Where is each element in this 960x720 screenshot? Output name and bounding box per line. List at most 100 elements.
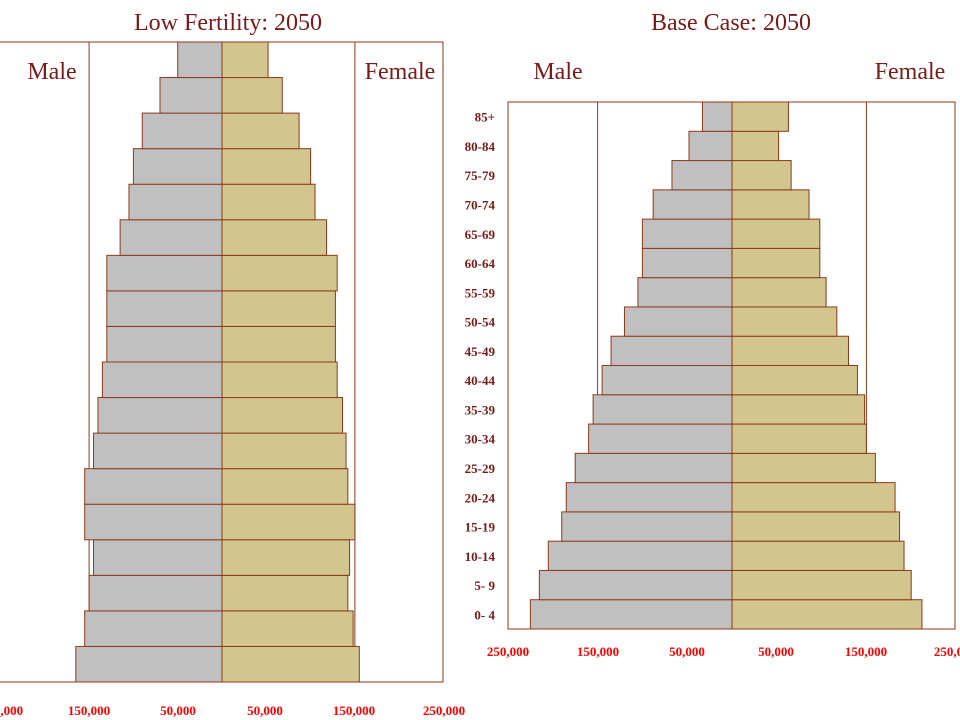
male-bar — [538, 569, 733, 601]
female-bar — [221, 397, 343, 434]
female-bar — [221, 148, 312, 185]
male-bar — [84, 610, 223, 647]
chart-title: Low Fertility: 2050 — [134, 10, 322, 36]
female-bar — [731, 101, 789, 132]
female-bar — [221, 468, 349, 505]
female-bar — [731, 482, 896, 513]
female-bar — [731, 569, 912, 601]
x-tick-label: 150,000 — [577, 644, 619, 659]
x-tick-label: 50,000 — [669, 644, 705, 659]
female-bar — [221, 77, 283, 114]
female-bar — [221, 41, 269, 79]
female-bar — [731, 218, 821, 249]
male-bar — [132, 148, 223, 185]
female-bar — [731, 599, 923, 630]
male-bar — [106, 254, 223, 292]
female-bar — [731, 306, 838, 337]
x-tick-label: 250,000 — [487, 644, 529, 659]
female-bar — [731, 130, 780, 162]
male-bar — [119, 219, 223, 256]
male-bar — [529, 599, 733, 630]
male-bar — [101, 361, 223, 399]
female-label: Female — [365, 59, 436, 85]
female-bar — [731, 160, 792, 191]
x-tick-label: 250,000 — [423, 703, 465, 718]
male-bar — [592, 394, 733, 425]
male-bar — [547, 540, 733, 571]
female-bar — [221, 432, 347, 470]
female-bar — [731, 277, 827, 308]
age-group-label: 0- 4 — [474, 607, 495, 622]
age-group-label: 60-64 — [465, 256, 496, 271]
male-bar — [637, 277, 733, 308]
female-bar — [731, 511, 901, 542]
male-bar — [671, 160, 733, 191]
female-bar — [731, 335, 849, 367]
male-bar — [588, 423, 733, 454]
male-bar — [623, 306, 733, 337]
male-bar — [106, 290, 223, 327]
male-bar — [84, 503, 223, 541]
male-bar — [88, 574, 223, 612]
female-bar — [731, 247, 821, 279]
age-group-label: 5- 9 — [474, 578, 495, 593]
female-bar — [221, 539, 351, 576]
female-bar — [731, 423, 867, 454]
x-tick-label: 150,000 — [333, 703, 375, 718]
male-bar — [610, 335, 733, 367]
age-group-label: 70-74 — [465, 197, 496, 212]
age-group-label: 15-19 — [465, 520, 496, 535]
female-bar — [221, 645, 360, 683]
female-bar — [221, 183, 316, 221]
female-bar — [731, 452, 876, 484]
male-bar — [159, 77, 223, 114]
male-bar — [128, 183, 223, 221]
x-tick-label: 50,000 — [758, 644, 794, 659]
x-tick-label: 150,000 — [68, 703, 110, 718]
male-bar — [574, 452, 733, 484]
age-group-label: 40-44 — [465, 373, 496, 388]
x-tick-label: 250,000 — [934, 644, 960, 659]
male-bar — [141, 112, 223, 150]
age-group-label: 80-84 — [465, 139, 496, 154]
age-group-label: 75-79 — [465, 168, 496, 183]
female-bar — [221, 254, 338, 292]
male-bar — [97, 397, 223, 434]
female-bar — [221, 503, 356, 541]
male-bar — [93, 432, 223, 470]
female-bar — [731, 540, 905, 571]
age-group-label: 20-24 — [465, 490, 496, 505]
female-bar — [731, 189, 810, 220]
female-bar — [221, 219, 328, 256]
male-bar — [106, 325, 223, 363]
female-bar — [221, 610, 354, 647]
x-tick-label: 150,000 — [845, 644, 887, 659]
male-bar — [701, 101, 733, 132]
male-label: Male — [27, 59, 76, 85]
age-group-label: 85+ — [475, 110, 495, 125]
male-bar — [84, 468, 223, 505]
male-bar — [93, 539, 223, 576]
age-group-label: 55-59 — [465, 285, 496, 300]
male-bar — [641, 247, 733, 279]
x-tick-label: 250,000 — [0, 703, 23, 718]
male-bar — [565, 482, 733, 513]
age-group-label: 45-49 — [465, 344, 496, 359]
age-group-label: 50-54 — [465, 315, 496, 330]
male-bar — [688, 130, 733, 162]
female-bar — [221, 361, 338, 399]
male-bar — [177, 41, 223, 79]
female-bar — [731, 394, 866, 425]
x-tick-label: 50,000 — [247, 703, 283, 718]
chart-title: Base Case: 2050 — [651, 10, 811, 36]
pyramid-chart-1: Low Fertility: 2050 Male Female 250,000 150,… — [0, 10, 465, 718]
age-group-label: 25-29 — [465, 461, 496, 476]
male-bar — [641, 218, 733, 249]
x-tick-label: 50,000 — [160, 703, 196, 718]
pyramid-chart-2: Base Case: 2050 Male Female 0- 4 5- 9 10-14 15… — [465, 10, 960, 659]
age-group-label: 10-14 — [465, 549, 496, 564]
male-bar — [601, 365, 733, 396]
female-bar — [221, 574, 349, 612]
age-group-label: 65-69 — [465, 227, 496, 242]
female-bar — [731, 365, 858, 396]
